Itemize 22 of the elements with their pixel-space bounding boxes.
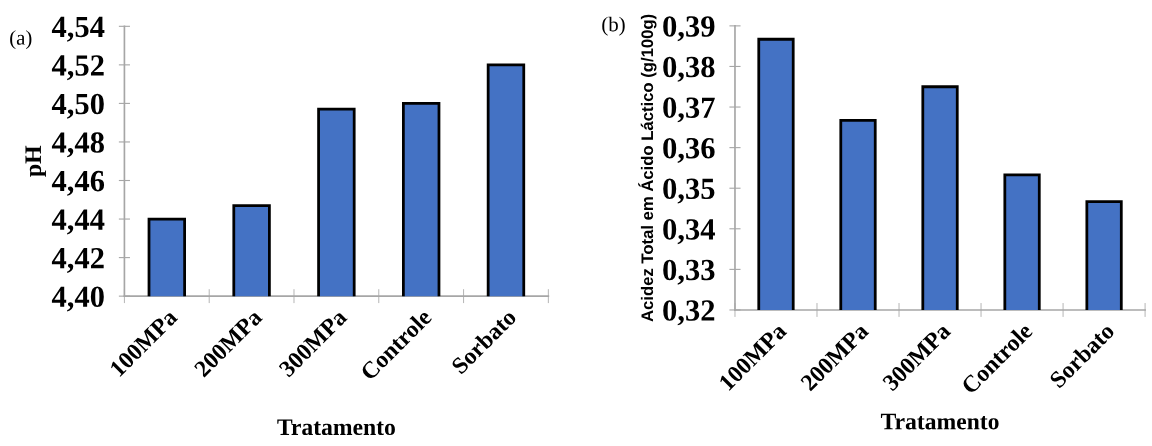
y-axis-title: pH (25, 145, 46, 177)
text: (a) (10, 30, 32, 50)
y-tick-label: 0,34 (663, 219, 715, 245)
y-tick-label: 4,52 (51, 55, 104, 81)
text: (b) (602, 16, 625, 36)
y-tick-label: 4,42 (51, 247, 104, 273)
y-tick-label: 4,48 (51, 132, 104, 158)
y-tick-label: 0,38 (663, 56, 715, 82)
y-tick-label: 4,44 (51, 209, 105, 235)
x-axis-title: Tratamento (277, 419, 395, 436)
y-tick-label: 0,37 (663, 97, 715, 123)
y-tick-label: 4,54 (51, 16, 105, 42)
y-tick-label: 0,39 (663, 16, 715, 42)
y-axis-title: Acidez Total em Ácido Láctico (g/100g) (638, 14, 657, 322)
y-tick-label: 0,36 (663, 137, 715, 163)
y-tick-label: 4,46 (51, 170, 105, 196)
y-tick-label: 0,32 (663, 300, 715, 326)
y-tick-label: 0,33 (663, 259, 715, 285)
y-tick-label: 4,40 (51, 286, 104, 312)
x-axis-title: Tratamento (880, 413, 999, 430)
y-tick-label: 4,50 (51, 93, 104, 119)
y-tick-label: 0,35 (663, 178, 715, 204)
